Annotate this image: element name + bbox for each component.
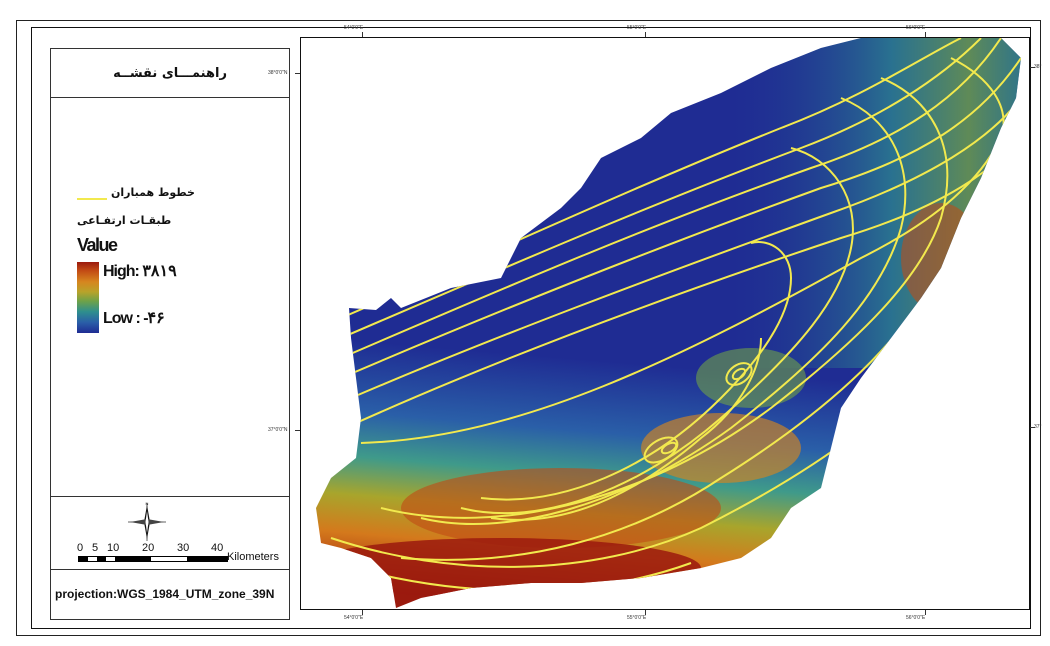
- legend-title: راهنمـــای نقشــه: [51, 49, 289, 98]
- contour-line-swatch: [77, 198, 107, 200]
- projection-label: projection:WGS_1984_UTM_zone_39N: [55, 587, 275, 601]
- legend-value-label: Value: [77, 235, 118, 255]
- graticule-label: 37°0'0"N: [268, 427, 288, 433]
- legend-contour-label: خطوط همباران: [111, 186, 195, 199]
- inner-frame: [31, 27, 1031, 629]
- legend-divider: [51, 569, 289, 570]
- scale-bar: [78, 556, 228, 562]
- legend-elevation-label: طبقـات ارتفـاعی: [77, 214, 172, 227]
- legend-divider: [51, 496, 289, 497]
- graticule-label: 56°0'0"E: [906, 615, 926, 621]
- graticule-label: 37°: [1034, 424, 1042, 430]
- graticule-label: 54°0'0"E: [344, 615, 364, 621]
- graticule-label: 55°0'0"E: [627, 615, 647, 621]
- legend-low-label: Low : -۴۶: [103, 310, 166, 327]
- scale-tick: 40: [211, 542, 224, 554]
- north-letter: N: [146, 501, 149, 506]
- graticule-label: 55°0'0"E: [627, 25, 647, 31]
- graticule-label: 56°0'0"E: [906, 25, 926, 31]
- map-frame: [300, 37, 1030, 610]
- scale-bar-units: Kilometers: [227, 551, 279, 563]
- elevation-color-ramp: [77, 262, 99, 333]
- scale-bar-ticks: 0 5 10 20 30 40: [77, 542, 257, 556]
- scale-tick: 0: [77, 542, 84, 554]
- scale-tick: 10: [107, 542, 120, 554]
- legend-high-label: High: ۳۸۱۹: [103, 263, 178, 280]
- legend-contour-row: خطوط همباران: [77, 186, 287, 206]
- graticule-label: 54°0'0"E: [344, 25, 364, 31]
- scale-tick: 20: [142, 542, 155, 554]
- elevation-map: [316, 38, 1021, 608]
- legend-panel: راهنمـــای نقشــه خطوط همباران طبقـات ار…: [50, 48, 290, 620]
- scale-tick: 30: [177, 542, 190, 554]
- graticule-label: 38°: [1034, 64, 1042, 70]
- north-arrow-icon: N: [126, 501, 168, 543]
- graticule-label: 38°0'0"N: [268, 70, 288, 76]
- scale-tick: 5: [92, 542, 99, 554]
- outer-frame: [16, 20, 1041, 636]
